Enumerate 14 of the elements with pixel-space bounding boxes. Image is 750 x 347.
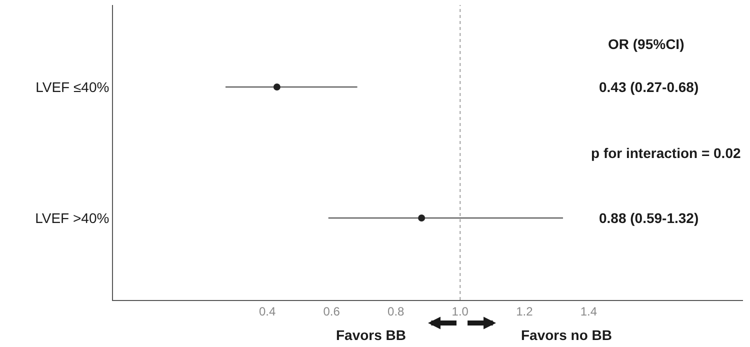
x-tick-label: 1.4: [580, 304, 598, 318]
text: Favors no BB: [521, 327, 612, 343]
y-tick-label: LVEF ≤40%: [36, 78, 110, 95]
text: Favors BB: [336, 327, 406, 343]
annotation: OR (95%CI): [608, 36, 684, 52]
x-tick-label: 0.8: [388, 304, 405, 318]
annotation: 0.43 (0.27-0.68): [599, 79, 699, 95]
y-tick-label: LVEF >40%: [35, 210, 110, 226]
x-tick-label: 1.0: [452, 304, 469, 318]
x-tick-label: 1.2: [516, 304, 534, 318]
x-tick-label: 0.4: [258, 304, 276, 318]
annotation: p for interaction = 0.02: [591, 145, 741, 161]
annotation: 0.88 (0.59-1.32): [599, 210, 699, 226]
x-tick-label: 0.6: [323, 304, 340, 318]
